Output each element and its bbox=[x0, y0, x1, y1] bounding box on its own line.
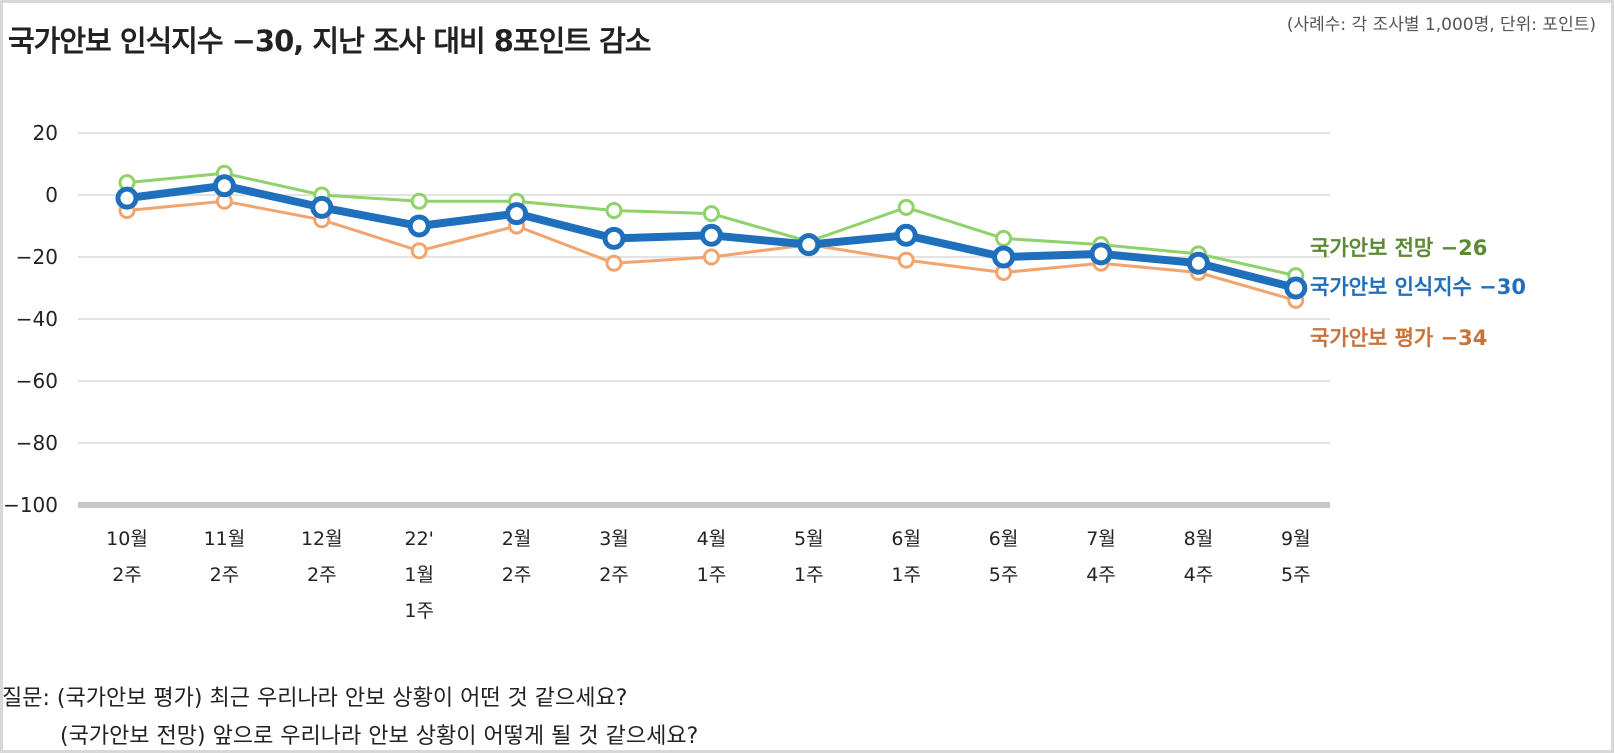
x-tick-label: 2월 bbox=[502, 528, 532, 550]
data-point bbox=[1089, 242, 1113, 266]
data-point bbox=[602, 226, 626, 250]
data-point bbox=[702, 248, 720, 266]
x-tick-label: 2주 bbox=[210, 564, 240, 586]
data-point bbox=[410, 192, 428, 210]
y-tick-label: −40 bbox=[16, 307, 58, 331]
x-tick-label: 1주 bbox=[794, 564, 824, 586]
y-tick-label: −100 bbox=[3, 493, 58, 517]
data-point bbox=[605, 254, 623, 272]
data-point bbox=[310, 195, 334, 219]
x-tick-label: 3월 bbox=[599, 528, 629, 550]
x-tick-label: 5월 bbox=[794, 528, 824, 550]
x-tick-label: 7월 bbox=[1086, 528, 1116, 550]
y-tick-label: 20 bbox=[33, 121, 58, 145]
x-tick-label: 4월 bbox=[697, 528, 727, 550]
data-point bbox=[1186, 251, 1210, 275]
y-tick-label: 0 bbox=[45, 183, 58, 207]
y-tick-label: −60 bbox=[16, 369, 58, 393]
data-point bbox=[699, 223, 723, 247]
data-point bbox=[1284, 276, 1308, 300]
x-tick-label: 2주 bbox=[599, 564, 629, 586]
x-tick-label: 11월 bbox=[204, 528, 246, 550]
x-tick-label: 22' bbox=[404, 528, 433, 550]
question-text-2: (국가안보 전망) 앞으로 우리나라 안보 상황이 어떻게 될 것 같으세요? bbox=[60, 724, 699, 749]
x-tick-label: 2주 bbox=[112, 564, 142, 586]
data-point bbox=[410, 242, 428, 260]
x-tick-label: 6월 bbox=[891, 528, 921, 550]
data-point bbox=[897, 198, 915, 216]
data-point bbox=[897, 251, 915, 269]
y-tick-label: −80 bbox=[16, 431, 58, 455]
x-tick-label: 4주 bbox=[1184, 564, 1214, 586]
series-end-label: 국가안보 인식지수 −30 bbox=[1310, 275, 1526, 299]
x-tick-label: 2주 bbox=[307, 564, 337, 586]
x-tick-label: 1주 bbox=[404, 600, 434, 622]
sample-size-note: (사례수: 각 조사별 1,000명, 단위: 포인트) bbox=[1286, 15, 1596, 35]
question-text-1: 질문: (국가안보 평가) 최근 우리나라 안보 상황이 어떤 것 같으세요? bbox=[2, 686, 628, 711]
series-end-label: 국가안보 평가 −34 bbox=[1310, 326, 1487, 350]
data-point bbox=[407, 214, 431, 238]
data-point bbox=[995, 229, 1013, 247]
data-point bbox=[797, 233, 821, 257]
x-tick-label: 2주 bbox=[502, 564, 532, 586]
y-tick-label: −20 bbox=[16, 245, 58, 269]
x-tick-label: 5주 bbox=[1281, 564, 1311, 586]
data-point bbox=[605, 202, 623, 219]
data-point bbox=[115, 186, 139, 210]
x-tick-label: 9월 bbox=[1281, 528, 1311, 550]
data-point bbox=[212, 174, 236, 198]
x-tick-label: 1주 bbox=[697, 564, 727, 586]
data-point bbox=[702, 205, 720, 223]
x-tick-label: 10월 bbox=[106, 528, 148, 550]
data-point bbox=[894, 223, 918, 247]
x-tick-label: 4주 bbox=[1086, 564, 1116, 586]
x-tick-label: 6월 bbox=[989, 528, 1019, 550]
x-tick-label: 5주 bbox=[989, 564, 1019, 586]
x-tick-label: 8월 bbox=[1184, 528, 1214, 550]
x-tick-label: 12월 bbox=[301, 528, 343, 550]
x-tick-label: 1월 bbox=[404, 564, 434, 586]
data-point bbox=[992, 245, 1016, 269]
x-tick-label: 1주 bbox=[891, 564, 921, 586]
chart-title: 국가안보 인식지수 −30, 지난 조사 대비 8포인트 감소 bbox=[8, 24, 651, 58]
data-point bbox=[505, 202, 529, 226]
series-end-label: 국가안보 전망 −26 bbox=[1310, 236, 1487, 260]
